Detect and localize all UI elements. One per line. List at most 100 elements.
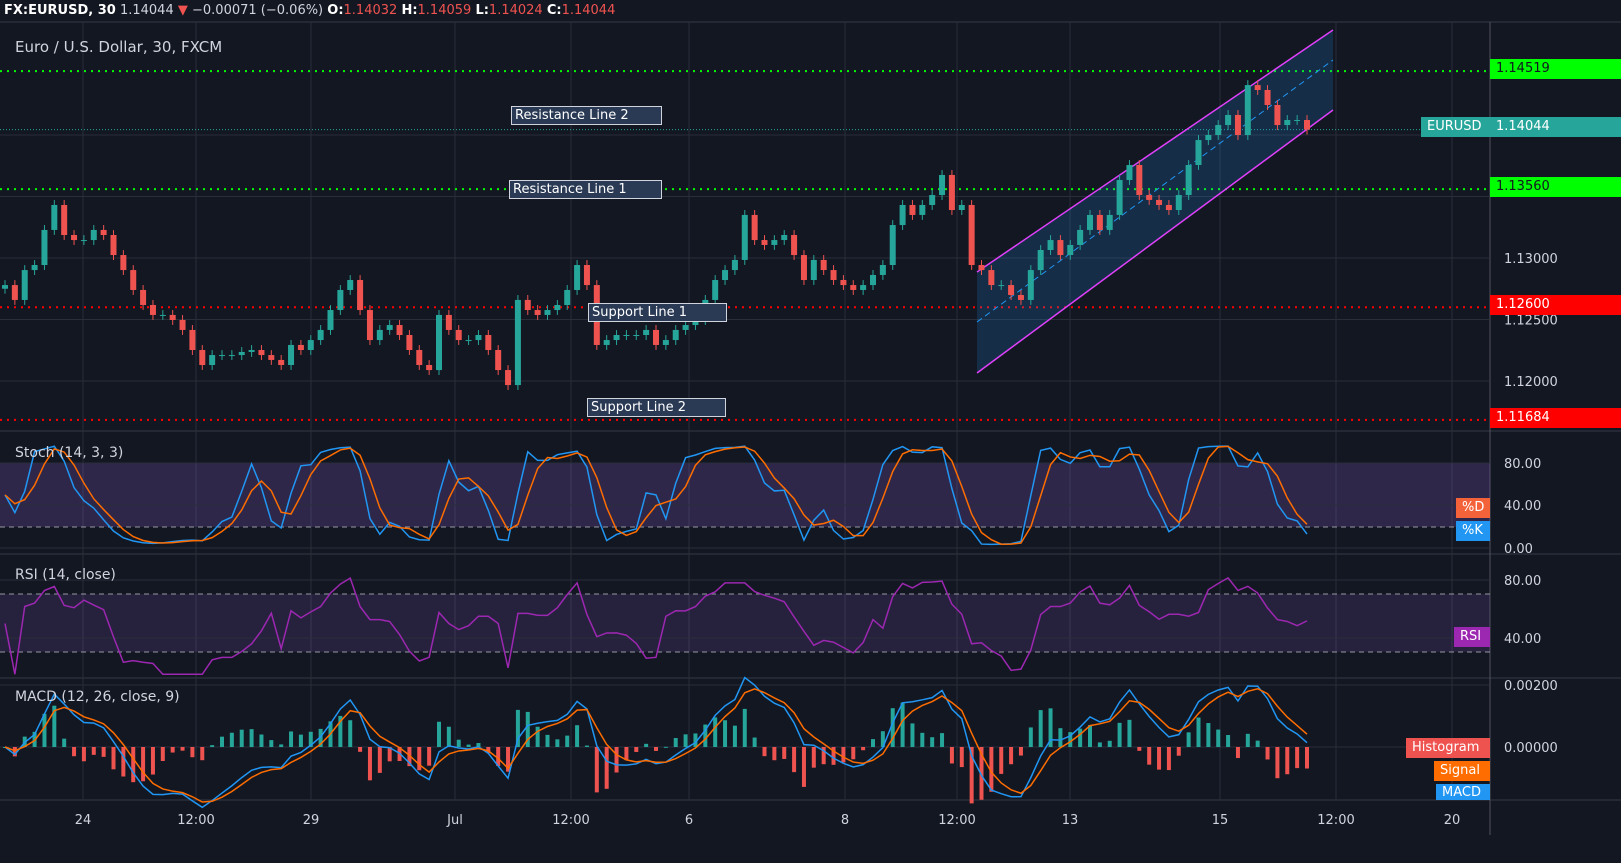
- annotation-support-2[interactable]: Support Line 2: [587, 398, 726, 417]
- rsi-tag: RSI: [1454, 627, 1490, 647]
- candle: [1077, 229, 1084, 245]
- candle: [149, 304, 156, 315]
- macd-histogram-bar: [52, 705, 57, 747]
- macd-histogram-bar: [801, 747, 806, 787]
- open-value: 1.14032: [343, 3, 398, 18]
- macd-histogram-bar: [525, 711, 530, 747]
- macd-histogram-bar: [338, 715, 343, 747]
- candle: [929, 195, 936, 205]
- time-axis-label: 12:00: [1317, 813, 1354, 828]
- annotation-resistance-1[interactable]: Resistance Line 1: [509, 180, 662, 199]
- candle: [327, 310, 334, 330]
- time-axis-label: 29: [303, 813, 320, 828]
- candle: [554, 304, 561, 311]
- time-axis-label: 20: [1444, 813, 1461, 828]
- high-label: H:: [401, 3, 418, 18]
- time-axis-label: 12:00: [177, 813, 214, 828]
- macd-histogram-bar: [861, 747, 866, 751]
- candle: [120, 255, 127, 271]
- rsi-title[interactable]: RSI (14, close): [15, 567, 116, 583]
- macd-histogram-bar: [417, 747, 422, 771]
- macd-histogram-bar: [1147, 747, 1152, 765]
- macd-histogram-bar: [348, 720, 353, 747]
- macd-histogram-bar: [1206, 723, 1211, 747]
- candle: [741, 214, 748, 260]
- candle: [386, 325, 393, 330]
- stoch-title[interactable]: Stoch (14, 3, 3): [15, 445, 124, 461]
- stoch-d-tag: %D: [1456, 498, 1490, 518]
- macd-histogram-bar: [752, 737, 757, 747]
- candle: [1185, 165, 1192, 196]
- macd-histogram-bar: [555, 739, 560, 747]
- candle: [455, 329, 462, 341]
- candle: [761, 240, 768, 245]
- candle: [998, 285, 1005, 287]
- candle: [524, 299, 531, 311]
- macd-histogram-bar: [959, 747, 964, 768]
- candle: [1215, 125, 1222, 135]
- candle: [909, 204, 916, 215]
- candle: [366, 310, 373, 341]
- candle: [514, 299, 521, 386]
- rsi-axis-label: 80.00: [1504, 574, 1541, 589]
- candle: [1284, 119, 1291, 126]
- price-change: −0.00071 (−0.06%): [192, 3, 324, 18]
- candle: [939, 174, 946, 196]
- candle: [258, 350, 265, 356]
- macd-histogram-bar: [1078, 728, 1083, 747]
- candle: [544, 310, 551, 315]
- candle: [840, 280, 847, 286]
- candle: [1106, 214, 1113, 230]
- stoch-d-line: [4, 445, 1308, 545]
- macd-histogram-bar: [220, 736, 224, 747]
- price-axis-label: 1.12000: [1504, 375, 1558, 390]
- macd-histogram-bar: [506, 747, 511, 772]
- macd-histogram-bar: [811, 747, 816, 768]
- macd-histogram-bar: [515, 709, 520, 747]
- macd-histogram-bar: [584, 745, 589, 747]
- candle: [140, 289, 147, 305]
- time-axis-label: 12:00: [552, 813, 589, 828]
- macd-histogram-bar: [377, 747, 382, 773]
- candle: [199, 350, 206, 366]
- candle: [800, 255, 807, 281]
- macd-histogram-bar: [1137, 747, 1142, 751]
- candle: [1205, 135, 1212, 141]
- macd-histogram-bar: [831, 747, 836, 765]
- macd-histogram-bar: [111, 747, 116, 770]
- macd-histogram-bar: [476, 743, 481, 747]
- macd-histogram-bar: [200, 747, 205, 761]
- candle: [317, 329, 324, 341]
- candle: [61, 204, 68, 235]
- macd-histogram-bar: [614, 747, 619, 773]
- candle: [278, 359, 285, 366]
- signal-tag: Signal: [1434, 761, 1490, 781]
- annotation-support-1[interactable]: Support Line 1: [588, 303, 727, 322]
- candle: [485, 334, 492, 351]
- macd-histogram-bar: [131, 747, 136, 783]
- macd-histogram-bar: [821, 747, 826, 765]
- signal-line: [4, 687, 1308, 803]
- macd-histogram-bar: [535, 726, 540, 747]
- candle: [31, 265, 38, 271]
- candle: [712, 280, 719, 300]
- macd-histogram-bar: [121, 747, 126, 777]
- macd-title[interactable]: MACD (12, 26, close, 9): [15, 689, 180, 705]
- candle: [672, 329, 679, 341]
- macd-histogram-bar: [141, 747, 146, 782]
- macd-histogram-bar: [1127, 719, 1132, 747]
- candle: [771, 240, 778, 245]
- annotation-resistance-2[interactable]: Resistance Line 2: [511, 106, 662, 125]
- macd-histogram-bar: [989, 747, 994, 792]
- macd-histogram-bar: [999, 747, 1004, 774]
- time-axis-label: 15: [1212, 813, 1229, 828]
- time-axis-label: Jul: [446, 813, 463, 828]
- candle: [1156, 199, 1163, 205]
- close-value: 1.14044: [561, 3, 616, 18]
- macd-histogram-bar: [1245, 733, 1250, 747]
- rsi-axis-label: 40.00: [1504, 632, 1541, 647]
- candle: [830, 270, 837, 281]
- macd-histogram-bar: [160, 747, 165, 762]
- candle: [426, 365, 433, 371]
